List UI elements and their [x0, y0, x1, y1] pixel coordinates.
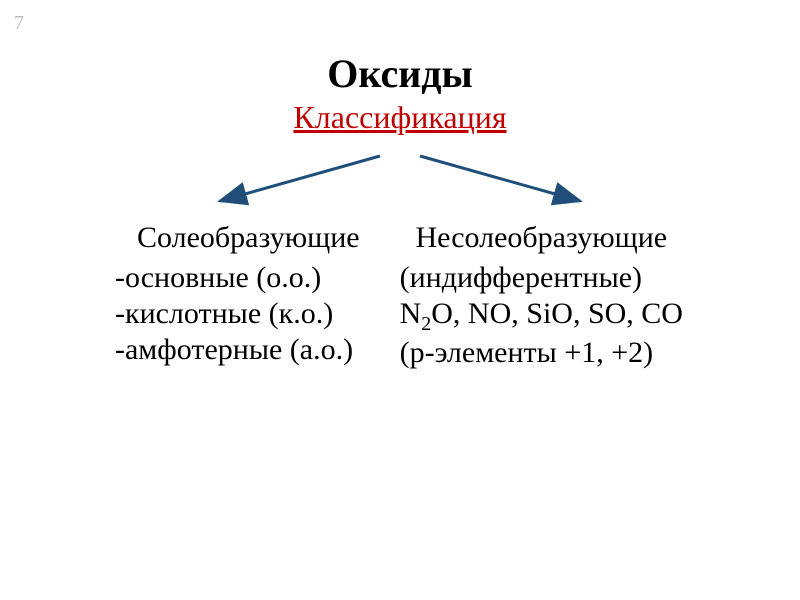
list-item: -кислотные (к.о.) [115, 297, 333, 331]
arrows-container [0, 146, 800, 216]
columns-container: Солеобразующие -основные (о.о.) -кислотн… [0, 221, 800, 370]
formula-suffix: O, NO, SiO, SO, CO [431, 297, 683, 330]
arrow-left [220, 156, 380, 201]
list-item: -амфотерные (а.о.) [115, 333, 353, 367]
arrow-right [420, 156, 580, 201]
list-item: -основные (о.о.) [115, 261, 321, 295]
left-column: Солеобразующие -основные (о.о.) -кислотн… [97, 221, 360, 370]
formula-line: N2O, NO, SiO, SO, CO [400, 297, 683, 336]
right-heading: Несолеобразующие [415, 221, 667, 255]
left-heading: Солеобразующие [137, 221, 360, 255]
main-title: Оксиды [0, 0, 800, 97]
subtitle: Классификация [0, 99, 800, 136]
slide-number: 7 [14, 12, 24, 35]
formula-subscript: 2 [421, 313, 431, 335]
formula-prefix: N [400, 297, 422, 330]
right-column: Несолеобразующие (индифферентные) N2O, N… [400, 221, 703, 370]
branching-arrows [0, 146, 800, 216]
right-subheading: (индифферентные) [400, 261, 642, 295]
formula-note: (р-элементы +1, +2) [400, 336, 654, 370]
